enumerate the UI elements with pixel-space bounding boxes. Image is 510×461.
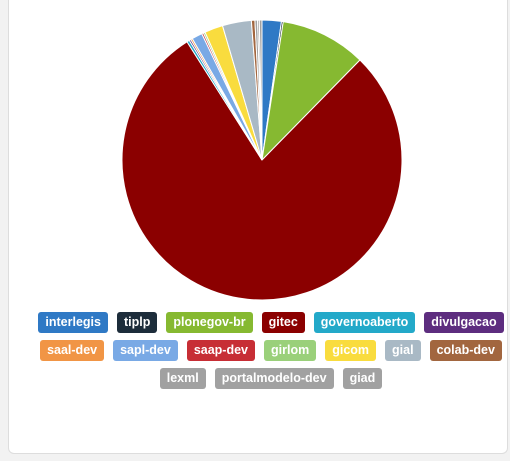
legend-item-plonegov-br[interactable]: plonegov-br: [166, 312, 253, 333]
legend-item-governoaberto[interactable]: governoaberto: [313, 312, 416, 333]
legend-item-gicom[interactable]: gicom: [325, 340, 377, 361]
legend-item-girlom[interactable]: girlom: [264, 340, 317, 361]
legend-item-portalmodelo-dev[interactable]: portalmodelo-dev: [214, 368, 334, 389]
pie-slice-gitec[interactable]: [121, 41, 403, 301]
legend-item-tiplp[interactable]: tiplp: [116, 312, 158, 333]
legend-item-giad[interactable]: giad: [342, 368, 383, 389]
legend-item-interlegis[interactable]: interlegis: [38, 312, 108, 333]
legend-item-gial[interactable]: gial: [385, 340, 421, 361]
legend-item-gitec[interactable]: gitec: [261, 312, 305, 333]
legend-item-saap-dev[interactable]: saap-dev: [186, 340, 256, 361]
legend-item-lexml[interactable]: lexml: [159, 368, 206, 389]
chart-card: interlegis tiplp plonegov-br gitec governoab…: [8, 0, 508, 454]
pie-chart: [121, 19, 403, 301]
chart-legend: interlegis tiplp plonegov-br gitec governoab…: [31, 312, 510, 389]
legend-item-sapl-dev[interactable]: sapl-dev: [113, 340, 178, 361]
legend-item-colab-dev[interactable]: colab-dev: [429, 340, 502, 361]
pie-slice-giad[interactable]: [258, 19, 263, 161]
legend-item-saal-dev[interactable]: saal-dev: [40, 340, 105, 361]
legend-item-divulgacao[interactable]: divulgacao: [424, 312, 504, 333]
pie-slice-plonegov-br[interactable]: [261, 21, 361, 162]
